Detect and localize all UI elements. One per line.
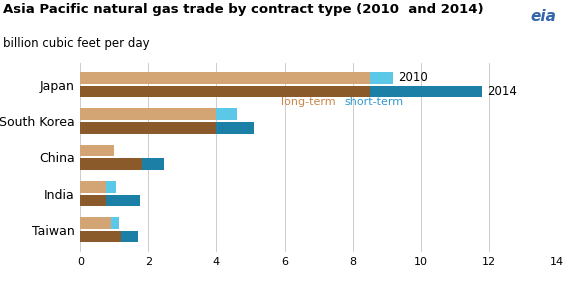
Bar <box>80 194 106 206</box>
Bar <box>80 145 114 156</box>
Bar <box>370 86 482 97</box>
Bar <box>80 86 370 97</box>
Bar <box>80 231 121 243</box>
Bar <box>106 181 116 193</box>
Bar <box>80 122 216 134</box>
Bar <box>121 231 138 243</box>
Bar <box>80 72 370 84</box>
Bar <box>216 122 254 134</box>
Bar <box>111 217 119 229</box>
Bar <box>80 181 106 193</box>
Text: eia: eia <box>531 9 557 23</box>
Bar <box>370 72 393 84</box>
Text: 2010: 2010 <box>398 72 428 84</box>
Bar <box>80 217 111 229</box>
Text: 2014: 2014 <box>487 85 517 98</box>
Bar <box>106 194 140 206</box>
Text: long-term: long-term <box>281 97 336 107</box>
Bar <box>80 108 216 120</box>
Bar <box>216 108 237 120</box>
Text: short-term: short-term <box>344 97 403 107</box>
Text: billion cubic feet per day: billion cubic feet per day <box>3 37 149 50</box>
Text: Asia Pacific natural gas trade by contract type (2010  and 2014): Asia Pacific natural gas trade by contra… <box>3 3 483 16</box>
Bar <box>80 158 142 170</box>
Bar <box>142 158 164 170</box>
